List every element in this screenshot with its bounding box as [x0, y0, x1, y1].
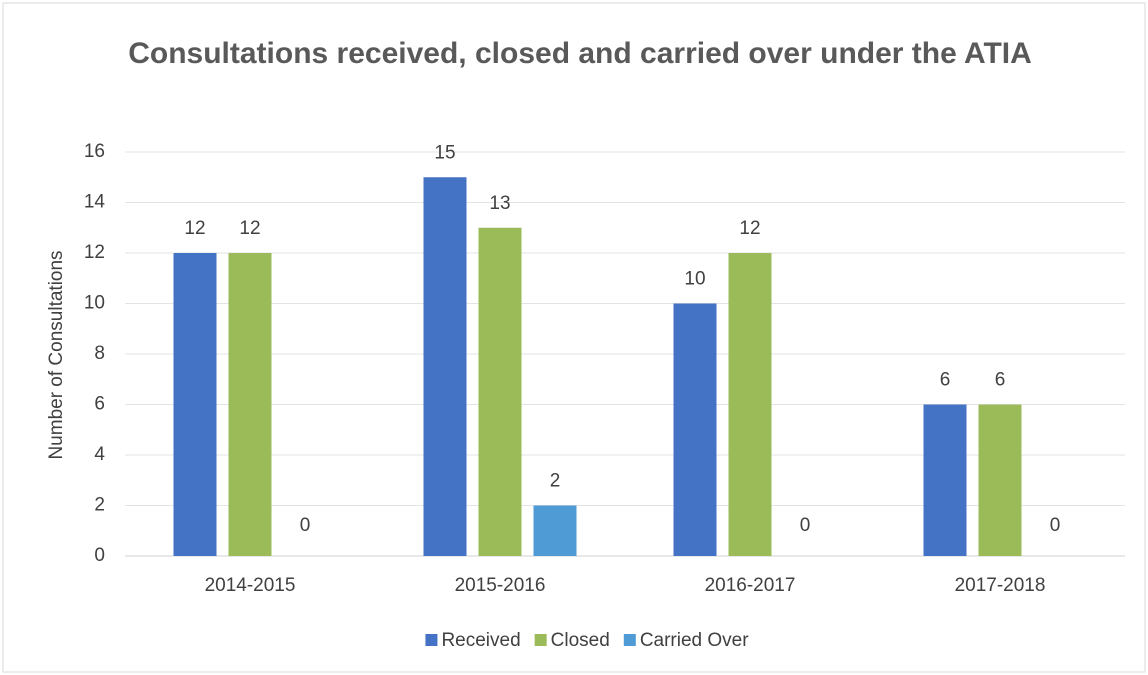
y-axis-label: Number of Consultations — [46, 250, 67, 459]
y-tick-label: 10 — [84, 293, 105, 314]
legend-label: Closed — [551, 630, 610, 651]
bar — [228, 253, 272, 556]
x-tick-label: 2015-2016 — [455, 575, 546, 596]
y-tick-label: 4 — [94, 444, 105, 465]
legend-label: Received — [441, 630, 520, 651]
bar — [673, 303, 717, 556]
legend-swatch — [425, 634, 438, 646]
legend-swatch — [534, 634, 547, 646]
y-tick-label: 2 — [94, 495, 105, 516]
data-label: 12 — [239, 218, 260, 239]
data-label: 12 — [184, 218, 205, 239]
data-label: 12 — [739, 218, 760, 239]
y-tick-label: 0 — [94, 545, 105, 566]
x-tick-label: 2017-2018 — [955, 575, 1046, 596]
legend-label: Carried Over — [640, 630, 749, 651]
bar — [423, 177, 467, 556]
bar — [923, 404, 967, 556]
chart-title: Consultations received, closed and carri… — [128, 37, 1032, 70]
y-tick-label: 14 — [84, 192, 106, 213]
x-tick-label: 2014-2015 — [205, 575, 296, 596]
data-label: 15 — [434, 142, 455, 163]
data-label: 13 — [489, 193, 510, 214]
y-tick-label: 16 — [84, 141, 105, 162]
y-tick-label: 12 — [84, 242, 105, 263]
bar — [173, 253, 217, 556]
bar — [728, 253, 772, 556]
bar — [478, 227, 522, 556]
data-label: 0 — [300, 515, 311, 536]
data-label: 6 — [940, 370, 951, 391]
data-label: 0 — [800, 515, 811, 536]
data-label: 10 — [684, 269, 705, 290]
data-label: 0 — [1050, 515, 1061, 536]
data-label: 2 — [550, 471, 561, 492]
y-tick-label: 8 — [94, 343, 105, 364]
bar — [978, 404, 1022, 556]
bar — [533, 505, 577, 556]
y-tick-label: 6 — [94, 394, 105, 415]
legend-swatch — [623, 634, 636, 646]
data-label: 6 — [995, 370, 1006, 391]
x-tick-label: 2016-2017 — [705, 575, 796, 596]
